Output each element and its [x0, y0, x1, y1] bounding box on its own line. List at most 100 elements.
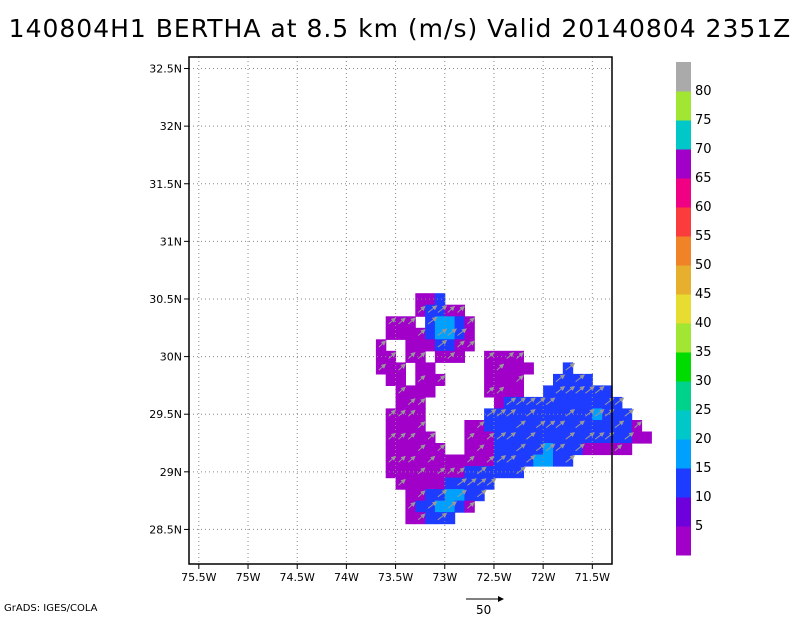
wind-cell [602, 385, 613, 398]
wind-cell [513, 431, 524, 444]
wind-vector [565, 432, 576, 440]
wind-cell [553, 454, 564, 467]
wind-cell [484, 373, 495, 386]
wind-cell [434, 500, 446, 513]
y-tick-label: 28.5N [149, 523, 182, 536]
wind-cell [385, 420, 397, 433]
wind-cell [405, 385, 416, 398]
wind-vector [447, 352, 456, 359]
wind-cell [405, 443, 416, 456]
wind-vector [457, 305, 465, 313]
wind-vector [594, 432, 605, 440]
wind-cell [454, 500, 465, 513]
x-tick-label: 73W [432, 571, 457, 584]
wind-vector [506, 397, 517, 406]
wind-vector [427, 316, 438, 325]
wind-vector [467, 455, 475, 463]
wind-cell [405, 420, 416, 433]
wind-vector [437, 489, 448, 498]
wind-cell [523, 443, 534, 456]
colorbar-label: 15 [695, 461, 712, 476]
wind-vector [407, 317, 416, 325]
wind-vector [407, 501, 416, 509]
wind-cell [621, 420, 633, 433]
wind-cell [562, 396, 574, 409]
wind-vector [457, 478, 467, 486]
map-gridlines [189, 57, 612, 564]
wind-cell [454, 454, 465, 467]
wind-vector [496, 455, 507, 463]
wind-cell [503, 443, 515, 456]
wind-vector [516, 375, 524, 382]
wind-vector [398, 409, 406, 417]
wind-vector [555, 420, 566, 429]
wind-cell [592, 420, 603, 433]
wind-vector [437, 444, 446, 452]
wind-cell [494, 350, 505, 363]
colorbar-swatch [676, 352, 691, 382]
y-tick-label: 30.5N [149, 293, 182, 306]
wind-vector [585, 408, 595, 417]
wind-vector [437, 328, 448, 336]
wind-cell [425, 489, 436, 502]
wind-vector [624, 432, 635, 440]
wind-vector [565, 408, 576, 417]
colorbar: 5 10 15 20 25 30 35 40 45 50 55 60 65 70 75 80 [676, 62, 712, 556]
colorbar-label: 80 [695, 84, 712, 99]
wind-cell [631, 431, 643, 444]
wind-cell [434, 316, 446, 329]
wind-cell [425, 385, 436, 398]
wind-cell [444, 512, 456, 525]
wind-cell [562, 443, 574, 456]
wind-cell [553, 408, 564, 421]
colorbar-swatch [676, 294, 691, 324]
wind-vector [388, 352, 397, 359]
wind-cell [494, 420, 505, 433]
wind-cell [543, 454, 554, 467]
wind-vector [417, 352, 426, 359]
colorbar-label: 45 [695, 287, 712, 302]
colorbar-label: 60 [695, 200, 712, 215]
wind-cell [415, 339, 426, 352]
wind-vector [535, 397, 546, 406]
wind-vector [388, 455, 397, 463]
wind-cell [405, 466, 416, 479]
wind-vector [457, 467, 465, 475]
colorbar-swatch [676, 236, 691, 266]
wind-vector [486, 386, 495, 394]
wind-cell [553, 396, 564, 409]
wind-vector [486, 408, 497, 417]
wind-cell [494, 373, 505, 386]
colorbar-swatch [676, 410, 691, 440]
wind-cell [395, 466, 406, 479]
wind-vector [447, 467, 456, 475]
wind-cell [464, 327, 475, 340]
x-tick-label: 71.5W [575, 571, 610, 584]
colorbar-swatch [676, 381, 691, 411]
y-tick-label: 32.5N [149, 63, 182, 76]
x-tick-label: 74W [334, 571, 359, 584]
wind-vector [447, 501, 457, 509]
y-tick-label: 31.5N [149, 178, 182, 191]
wind-vector [417, 513, 426, 521]
colorbar-label: 70 [695, 142, 712, 157]
wind-vector [437, 512, 448, 521]
wind-cell [513, 408, 524, 421]
y-axis-ticks: 28.5N 29N 29.5N 30N 30.5N 31N 31.5N 32N 32.5N [149, 63, 189, 536]
wind-cell [425, 443, 436, 456]
wind-vector [407, 455, 416, 463]
wind-vector [447, 305, 456, 313]
wind-vector [398, 317, 406, 325]
wind-vector [624, 408, 635, 417]
wind-cell [612, 431, 623, 444]
wind-cell [405, 512, 416, 525]
wind-cell [533, 408, 544, 421]
map-frame [188, 56, 613, 565]
wind-vector [437, 305, 448, 313]
wind-vector [565, 362, 576, 371]
wind-cell [415, 362, 426, 375]
wind-vector [476, 444, 485, 452]
wind-vector [417, 467, 426, 475]
wind-cell [434, 293, 446, 306]
